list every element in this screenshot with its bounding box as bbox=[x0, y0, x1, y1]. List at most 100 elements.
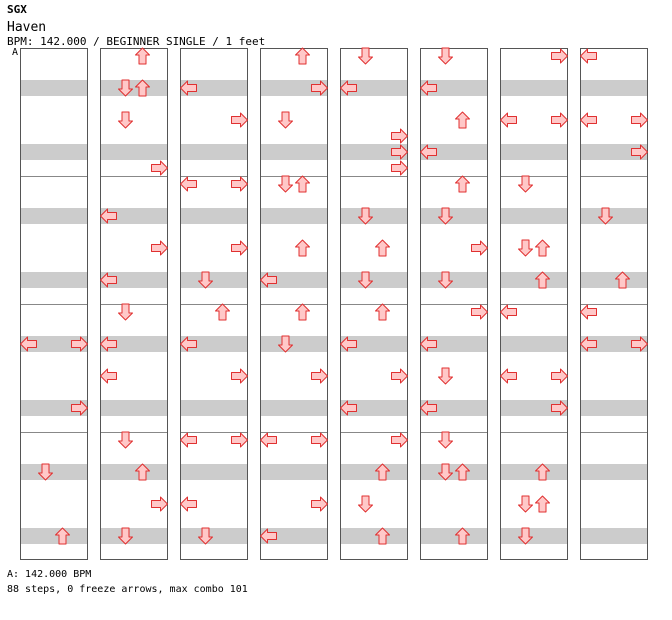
beat-stripe bbox=[580, 464, 648, 480]
arrow-up-icon bbox=[295, 175, 310, 193]
beat-stripe bbox=[580, 80, 648, 96]
beat-stripe bbox=[420, 144, 488, 160]
beat-stripe bbox=[180, 208, 248, 224]
arrow-left-icon bbox=[580, 48, 597, 64]
arrow-right-icon bbox=[231, 240, 248, 256]
column-border bbox=[580, 48, 648, 560]
arrow-down-icon bbox=[518, 495, 533, 513]
column-border bbox=[20, 48, 88, 560]
arrow-up-icon bbox=[295, 47, 310, 65]
series-name: SGX bbox=[7, 3, 27, 16]
beat-stripe bbox=[580, 336, 648, 352]
arrow-left-icon bbox=[500, 304, 517, 320]
beat-stripe bbox=[20, 528, 88, 544]
beat-stripe bbox=[420, 464, 488, 480]
arrow-right-icon bbox=[151, 240, 168, 256]
beat-stripe bbox=[100, 272, 168, 288]
arrow-left-icon bbox=[420, 400, 437, 416]
arrow-left-icon bbox=[420, 336, 437, 352]
arrow-down-icon bbox=[438, 463, 453, 481]
beat-stripe bbox=[100, 336, 168, 352]
beat-stripe bbox=[420, 208, 488, 224]
beat-stripe bbox=[420, 80, 488, 96]
arrow-down-icon bbox=[358, 495, 373, 513]
chart-column-6 bbox=[420, 48, 488, 560]
arrow-down-icon bbox=[118, 527, 133, 545]
beat-stripe bbox=[500, 464, 568, 480]
arrow-up-icon bbox=[455, 111, 470, 129]
arrow-left-icon bbox=[180, 80, 197, 96]
beat-stripe bbox=[500, 80, 568, 96]
arrow-right-icon bbox=[471, 304, 488, 320]
arrow-down-icon bbox=[438, 271, 453, 289]
beat-stripe bbox=[260, 336, 328, 352]
arrow-left-icon bbox=[100, 272, 117, 288]
arrow-up-icon bbox=[455, 527, 470, 545]
arrow-right-icon bbox=[231, 176, 248, 192]
beat-stripe bbox=[260, 272, 328, 288]
beat-stripe bbox=[500, 528, 568, 544]
beat-stripe bbox=[340, 144, 408, 160]
arrow-left-icon bbox=[260, 528, 277, 544]
arrow-right-icon bbox=[231, 112, 248, 128]
arrow-down-icon bbox=[278, 175, 293, 193]
beat-stripe bbox=[260, 208, 328, 224]
beat-stripe bbox=[340, 272, 408, 288]
beat-stripe bbox=[20, 80, 88, 96]
chart-info: BPM: 142.000 / BEGINNER SINGLE / 1 feet bbox=[7, 35, 266, 48]
arrow-up-icon bbox=[535, 495, 550, 513]
arrow-down-icon bbox=[518, 239, 533, 257]
arrow-left-icon bbox=[580, 304, 597, 320]
arrow-right-icon bbox=[391, 432, 408, 448]
beat-stripe bbox=[180, 400, 248, 416]
beat-stripe bbox=[180, 272, 248, 288]
column-border bbox=[500, 48, 568, 560]
arrow-right-icon bbox=[151, 160, 168, 176]
chart-column-3 bbox=[180, 48, 248, 560]
bpm-legend: A: 142.000 BPM bbox=[7, 569, 92, 580]
arrow-down-icon bbox=[438, 367, 453, 385]
arrow-left-icon bbox=[420, 144, 437, 160]
beat-stripe bbox=[580, 272, 648, 288]
chart-column-5 bbox=[340, 48, 408, 560]
beat-stripe bbox=[180, 144, 248, 160]
beat-stripe bbox=[180, 336, 248, 352]
arrow-up-icon bbox=[375, 527, 390, 545]
beat-stripe bbox=[340, 336, 408, 352]
arrow-down-icon bbox=[118, 79, 133, 97]
beat-stripe bbox=[260, 400, 328, 416]
arrow-down-icon bbox=[358, 207, 373, 225]
beat-stripe bbox=[420, 400, 488, 416]
step-stats: 88 steps, 0 freeze arrows, max combo 101 bbox=[7, 584, 248, 595]
beat-stripe bbox=[180, 80, 248, 96]
column-border bbox=[180, 48, 248, 560]
beat-stripe bbox=[500, 208, 568, 224]
beat-stripe bbox=[500, 400, 568, 416]
arrow-up-icon bbox=[615, 271, 630, 289]
column-border bbox=[340, 48, 408, 560]
beat-stripe bbox=[340, 464, 408, 480]
arrow-right-icon bbox=[231, 432, 248, 448]
arrow-down-icon bbox=[358, 47, 373, 65]
arrow-down-icon bbox=[198, 271, 213, 289]
beat-stripe bbox=[420, 336, 488, 352]
arrow-down-icon bbox=[198, 527, 213, 545]
beat-stripe bbox=[20, 400, 88, 416]
arrow-right-icon bbox=[471, 240, 488, 256]
arrow-up-icon bbox=[215, 303, 230, 321]
column-border bbox=[260, 48, 328, 560]
arrow-up-icon bbox=[455, 463, 470, 481]
arrow-right-icon bbox=[551, 368, 568, 384]
arrow-up-icon bbox=[375, 239, 390, 257]
arrow-down-icon bbox=[518, 175, 533, 193]
arrow-right-icon bbox=[151, 496, 168, 512]
arrow-left-icon bbox=[180, 176, 197, 192]
arrow-up-icon bbox=[135, 79, 150, 97]
arrow-left-icon bbox=[180, 496, 197, 512]
arrow-right-icon bbox=[631, 144, 648, 160]
arrow-down-icon bbox=[38, 463, 53, 481]
arrow-right-icon bbox=[311, 496, 328, 512]
arrow-left-icon bbox=[340, 80, 357, 96]
beat-stripe bbox=[180, 528, 248, 544]
